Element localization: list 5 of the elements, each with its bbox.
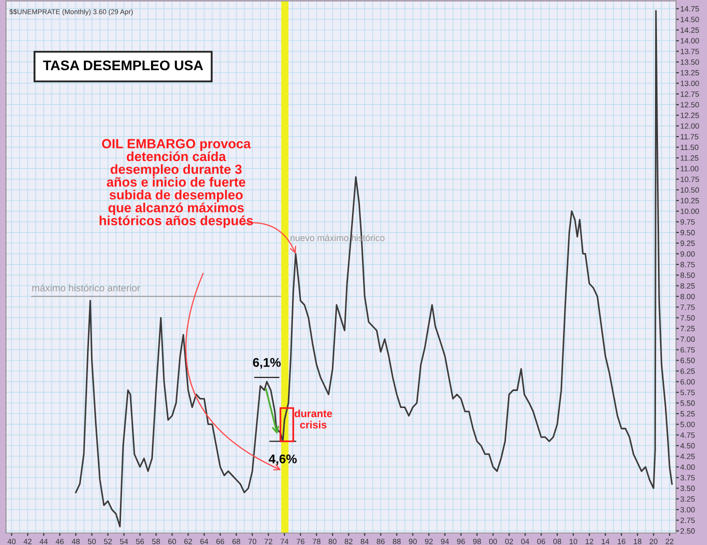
ref-line-label: máximo histórico anterior [32,284,140,292]
annotation: durante crisis [294,410,332,428]
annotation: OIL EMBARGO provoca detención caída desempleo durante 3 años e inicio de fuerte subida de desempleo que alcanzó máximos históricos años después [100,139,253,228]
annotation: 6,1% [252,358,281,369]
text: TASA DESEMPLEO USA [43,60,203,70]
